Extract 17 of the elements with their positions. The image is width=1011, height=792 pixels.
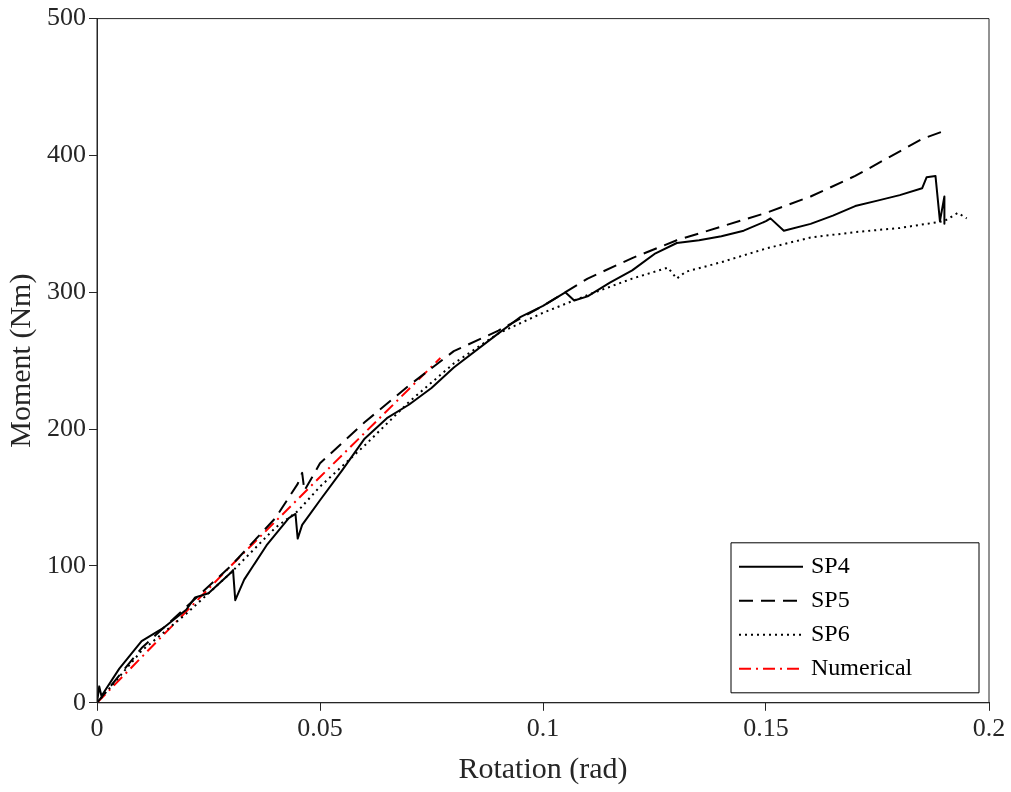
line-series bbox=[97, 356, 442, 703]
y-tick-label: 200 bbox=[47, 412, 86, 442]
x-tick-label: 0.2 bbox=[972, 713, 1006, 743]
y-tick-label: 500 bbox=[47, 2, 86, 32]
x-tick-label: 0.1 bbox=[526, 713, 560, 743]
y-tick-label: 100 bbox=[47, 549, 86, 579]
y-tick-label: 0 bbox=[73, 686, 86, 716]
legend-label: SP4 bbox=[811, 552, 850, 579]
y-axis-title: Moment (Nm) bbox=[2, 273, 37, 448]
legend-label: SP6 bbox=[811, 620, 850, 647]
x-tick-label: 0.15 bbox=[743, 713, 789, 743]
y-tick-label: 400 bbox=[47, 139, 86, 169]
x-axis-title: Rotation (rad) bbox=[458, 750, 628, 785]
x-tick-label: 0.05 bbox=[297, 713, 343, 743]
y-tick-label: 300 bbox=[47, 276, 86, 306]
legend-label: Numerical bbox=[811, 654, 913, 681]
legend-label: SP5 bbox=[811, 586, 850, 613]
